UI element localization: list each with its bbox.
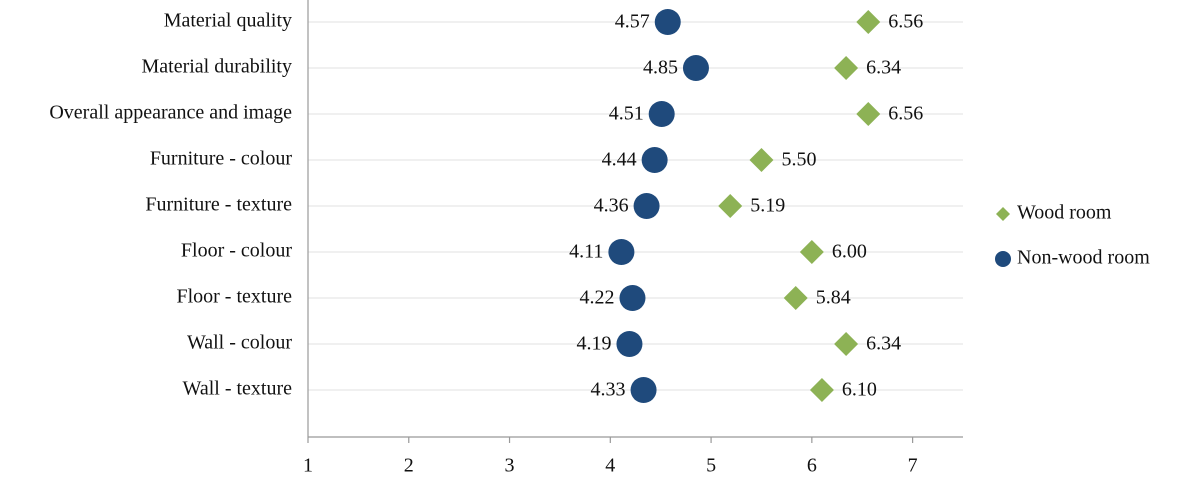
- diamond-marker: [809, 378, 834, 402]
- circle-marker: [641, 147, 668, 173]
- x-tick-label: 5: [706, 455, 716, 477]
- category-label: Material durability: [141, 56, 292, 78]
- category-label: Wall - texture: [183, 378, 293, 400]
- diamond-marker: [718, 194, 743, 218]
- value-label: 4.57: [615, 11, 650, 33]
- x-tick-label: 3: [505, 455, 515, 477]
- x-tick-label: 6: [807, 455, 817, 477]
- circle-marker: [608, 239, 635, 265]
- category-label: Overall appearance and image: [49, 102, 292, 124]
- circle-marker: [648, 101, 675, 127]
- legend-label: Non-wood room: [1017, 247, 1150, 269]
- legend-marker: [995, 251, 1011, 267]
- legend-label: Wood room: [1017, 202, 1112, 224]
- diamond-marker: [799, 240, 824, 264]
- value-label: 6.10: [842, 379, 877, 401]
- value-label: 4.44: [602, 149, 637, 171]
- circle-marker: [682, 55, 709, 81]
- category-label: Furniture - texture: [145, 194, 292, 216]
- circle-marker: [630, 377, 657, 403]
- value-label: 4.36: [594, 195, 629, 217]
- diamond-marker: [834, 56, 859, 80]
- value-label: 4.51: [609, 103, 644, 125]
- diamond-marker: [749, 148, 774, 172]
- value-label: 6.00: [832, 241, 867, 263]
- value-label: 5.50: [781, 149, 816, 171]
- x-tick-label: 7: [908, 455, 918, 477]
- value-label: 6.56: [888, 11, 923, 33]
- category-label: Material quality: [164, 10, 292, 32]
- value-label: 5.19: [750, 195, 785, 217]
- category-label: Furniture - colour: [150, 148, 293, 170]
- value-label: 6.34: [866, 333, 901, 355]
- value-label: 5.84: [816, 287, 851, 309]
- value-label: 6.56: [888, 103, 923, 125]
- diamond-marker: [834, 332, 859, 356]
- value-label: 4.19: [576, 333, 611, 355]
- value-label: 4.22: [579, 287, 614, 309]
- x-tick-label: 1: [303, 455, 313, 477]
- diamond-marker: [856, 102, 881, 126]
- value-label: 4.11: [569, 241, 603, 263]
- category-label: Floor - texture: [176, 286, 292, 308]
- circle-marker: [633, 193, 660, 219]
- value-label: 4.33: [591, 379, 626, 401]
- value-label: 4.85: [643, 57, 678, 79]
- diamond-marker: [856, 10, 881, 34]
- x-tick-label: 4: [605, 455, 615, 477]
- diamond-marker: [783, 286, 808, 310]
- category-label: Wall - colour: [187, 332, 292, 354]
- x-tick-label: 2: [404, 455, 414, 477]
- legend-marker: [996, 207, 1010, 221]
- category-label: Floor - colour: [181, 240, 292, 262]
- circle-marker: [619, 285, 646, 311]
- value-label: 6.34: [866, 57, 901, 79]
- circle-marker: [616, 331, 643, 357]
- circle-marker: [654, 9, 681, 35]
